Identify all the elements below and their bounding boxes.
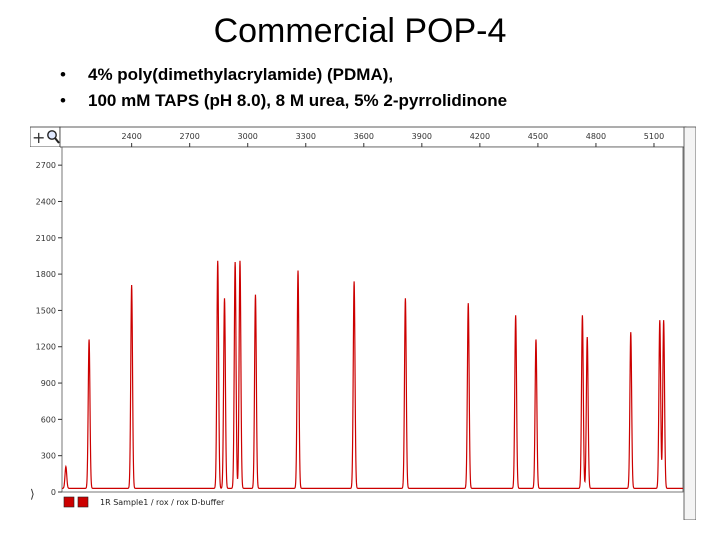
electropherogram-window: + 2400 2700 3000 3300 3600 3900 4200 4500 4800 51… [30, 125, 696, 520]
x-tick-label: 3600 [354, 132, 374, 141]
legend-swatch [77, 496, 89, 508]
y-tick-label: 2400 [36, 197, 56, 206]
bullet-item: 100 mM TAPS (pH 8.0), 8 M urea, 5% 2-pyr… [60, 88, 507, 114]
y-ruler [30, 147, 60, 492]
y-tick-label: 2700 [36, 161, 56, 170]
tick-layer: 2400 2700 3000 3300 3600 3900 4200 4500 4800 5100… [36, 132, 665, 497]
y-tick-label: 1500 [36, 306, 56, 315]
bullet-list: 4% poly(dimethylacrylamide) (PDMA), 100 … [60, 62, 507, 114]
legend-label: 1R Sample1 / rox / rox D-buffer [100, 498, 225, 507]
x-tick-label: 2400 [121, 132, 141, 141]
x-tick-label: 4800 [586, 132, 606, 141]
y-tick-label: 0 [51, 488, 56, 497]
legend-swatch [63, 496, 75, 508]
x-tick-label: 2700 [180, 132, 200, 141]
zoom-plus-button[interactable]: + [32, 128, 45, 147]
electropherogram-chart: + 2400 2700 3000 3300 3600 3900 4200 4500 4800 51… [30, 125, 696, 520]
x-tick-label: 3000 [238, 132, 258, 141]
x-tick-label: 3300 [296, 132, 316, 141]
bullet-item: 4% poly(dimethylacrylamide) (PDMA), [60, 62, 507, 88]
scroll-arrow-icon[interactable]: ⟩ [30, 487, 35, 501]
y-tick-label: 600 [41, 415, 56, 424]
x-tick-label: 5100 [644, 132, 664, 141]
plot-frame [61, 146, 684, 493]
vertical-scrollbar[interactable] [683, 126, 696, 520]
x-tick-label: 4500 [528, 132, 548, 141]
y-tick-label: 300 [41, 452, 56, 461]
trace-layer [62, 260, 683, 489]
y-tick-label: 2100 [36, 234, 56, 243]
x-tick-label: 3900 [412, 132, 432, 141]
series-line [62, 260, 683, 489]
y-tick-label: 1800 [36, 270, 56, 279]
legend: 1R Sample1 / rox / rox D-buffer [63, 496, 225, 508]
magnifier-icon[interactable] [47, 130, 60, 144]
y-tick-label: 1200 [36, 343, 56, 352]
slide-title: Commercial POP-4 [213, 12, 507, 50]
x-tick-label: 4200 [470, 132, 490, 141]
y-tick-label: 900 [41, 379, 56, 388]
